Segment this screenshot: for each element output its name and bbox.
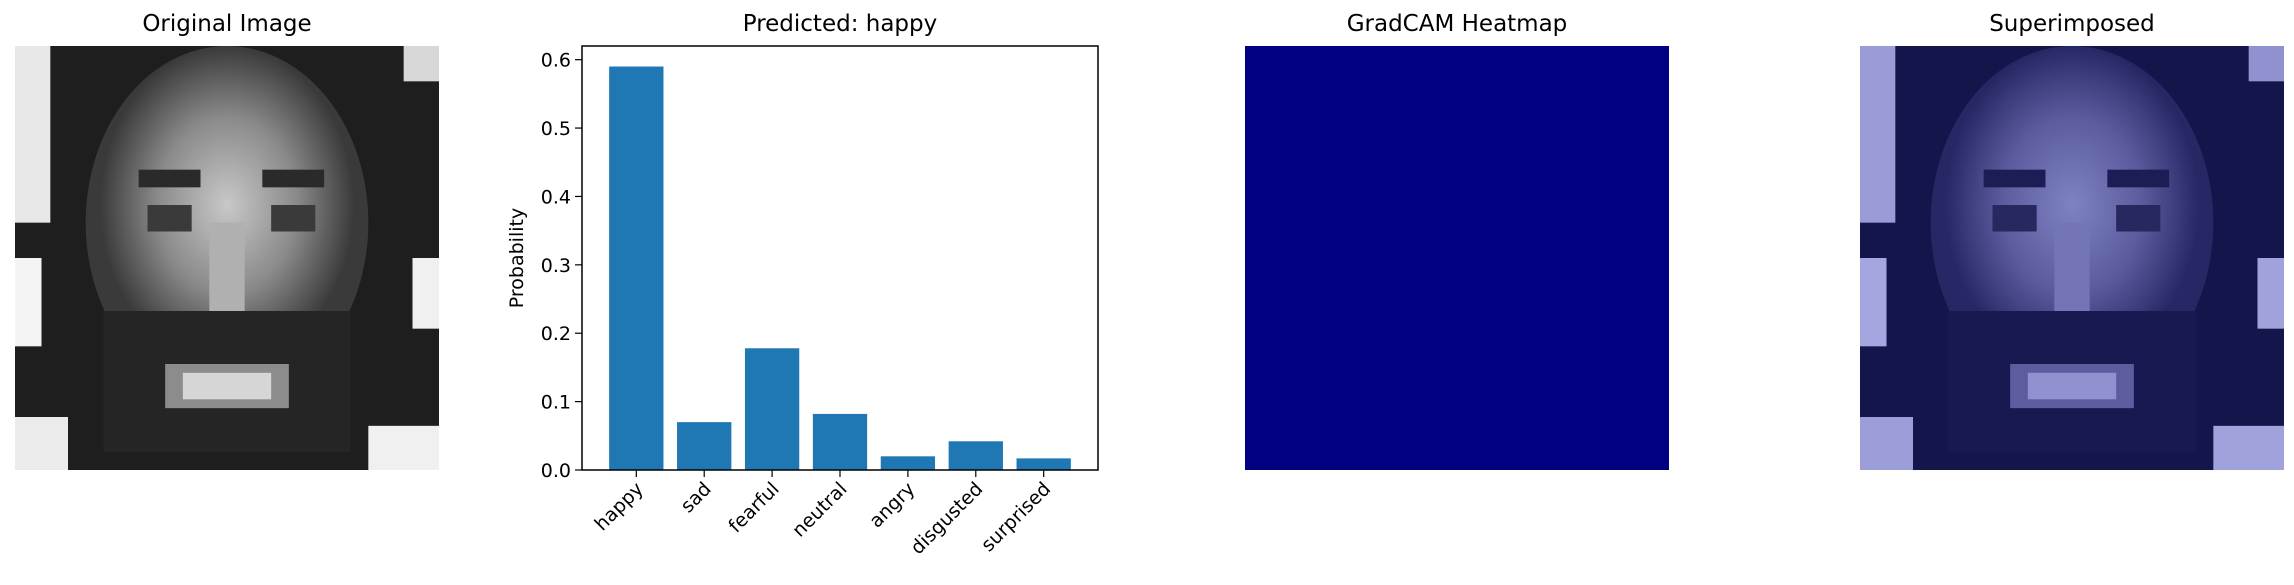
y-tick-label: 0.2 <box>541 323 571 345</box>
x-ticks-layer: happy sad fearful neutral angrydisgustedsurp… <box>591 470 1055 559</box>
y-ticks-layer: 0.0 0.1 0.2 0.3 0.4 0.5 0.6 <box>541 50 582 482</box>
bar-sad <box>677 422 732 470</box>
y-tick-label: 0.3 <box>541 255 571 277</box>
bars-layer <box>609 66 1071 471</box>
x-tick-label-disgusted: disgusted <box>906 478 987 559</box>
gradcam-heatmap-image <box>1245 46 1669 470</box>
heatmap-title: GradCAM Heatmap <box>1346 11 1568 37</box>
bar-neutral <box>812 413 868 470</box>
x-tick-label-neutral: neutral <box>788 478 852 542</box>
bar-fearful <box>744 348 800 470</box>
y-tick-label: 0.4 <box>541 186 571 208</box>
bar-surprised <box>1016 458 1071 470</box>
chart-title: Predicted: happy <box>742 11 938 37</box>
y-tick-label: 0.1 <box>541 392 571 414</box>
original-face-image <box>15 46 439 470</box>
x-tick-label-happy: happy <box>591 478 648 535</box>
superimposed-title: Superimposed <box>1989 11 2155 37</box>
axes-frame <box>581 45 1099 471</box>
x-tick-label-sad: sad <box>676 478 715 517</box>
y-axis-label: Probability <box>506 208 528 308</box>
x-tick-label-surprised: surprised <box>977 478 1055 556</box>
x-tick-label-angry: angry <box>865 478 919 532</box>
original-image-title: Original Image <box>142 11 312 37</box>
bar-disgusted <box>948 441 1003 470</box>
y-tick-label: 0.0 <box>541 460 571 482</box>
superimposed-image <box>1860 46 2284 470</box>
x-tick-label-fearful: fearful <box>724 478 783 537</box>
bar-happy <box>609 66 664 471</box>
y-tick-label: 0.5 <box>541 118 571 140</box>
bar-angry <box>880 456 936 470</box>
y-tick-label: 0.6 <box>541 50 571 72</box>
